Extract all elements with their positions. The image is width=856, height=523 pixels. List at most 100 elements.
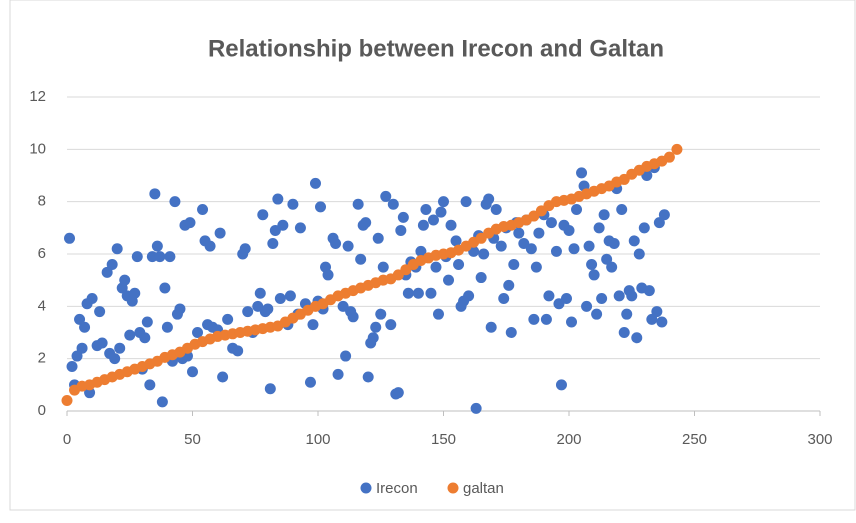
point xyxy=(490,204,502,216)
point xyxy=(631,332,643,344)
point xyxy=(322,269,334,281)
point xyxy=(540,313,552,325)
point xyxy=(154,251,166,263)
point xyxy=(566,316,578,328)
point xyxy=(340,350,352,362)
y-tick-label: 12 xyxy=(29,88,46,105)
point xyxy=(392,387,404,399)
point xyxy=(425,287,437,299)
point xyxy=(606,261,618,273)
point xyxy=(658,209,670,221)
point xyxy=(79,321,91,333)
point xyxy=(61,395,73,407)
x-tick-label: 250 xyxy=(682,431,707,448)
x-tick-label: 0 xyxy=(63,431,71,448)
point xyxy=(656,316,668,328)
point xyxy=(380,190,392,202)
point xyxy=(342,240,354,252)
point xyxy=(71,350,83,362)
point xyxy=(402,287,414,299)
point xyxy=(550,245,562,257)
point xyxy=(485,321,497,333)
point xyxy=(616,204,628,216)
point xyxy=(367,332,379,344)
point xyxy=(505,327,517,338)
point xyxy=(309,177,321,189)
point xyxy=(478,248,490,260)
point xyxy=(671,143,683,155)
point xyxy=(613,290,625,302)
x-tick-label: 200 xyxy=(556,431,581,448)
point xyxy=(646,313,658,325)
point xyxy=(355,253,367,265)
point xyxy=(96,337,108,349)
point xyxy=(395,224,407,236)
point xyxy=(109,353,121,365)
point xyxy=(197,204,209,216)
y-tick-label: 8 xyxy=(38,193,46,210)
point xyxy=(601,253,613,265)
point xyxy=(304,376,316,388)
point xyxy=(643,285,655,297)
point xyxy=(571,204,583,216)
point xyxy=(149,188,161,200)
point xyxy=(277,219,289,231)
y-tick-label: 0 xyxy=(38,402,46,419)
point xyxy=(204,240,216,252)
point xyxy=(663,151,675,163)
x-tick-label: 150 xyxy=(431,431,456,448)
point xyxy=(377,261,389,273)
y-tick-label: 2 xyxy=(38,350,46,367)
point xyxy=(412,287,424,299)
point xyxy=(653,217,665,229)
point xyxy=(435,206,447,218)
point xyxy=(370,321,382,333)
point xyxy=(222,313,234,325)
point xyxy=(596,292,608,304)
point xyxy=(628,235,640,247)
point xyxy=(576,167,588,179)
point xyxy=(460,196,472,208)
point xyxy=(74,313,86,325)
point xyxy=(307,319,319,331)
point xyxy=(498,292,510,304)
point xyxy=(106,258,118,270)
point xyxy=(174,303,186,315)
point xyxy=(528,313,540,325)
point xyxy=(638,222,650,234)
point xyxy=(124,329,136,341)
point xyxy=(217,371,229,383)
point xyxy=(651,306,663,318)
point xyxy=(254,287,266,299)
point xyxy=(583,240,595,252)
point xyxy=(513,227,525,239)
point xyxy=(420,204,432,216)
point xyxy=(593,222,605,234)
point xyxy=(330,238,342,250)
point xyxy=(315,201,327,213)
point xyxy=(633,248,645,260)
point xyxy=(214,227,226,239)
legend-marker xyxy=(447,482,459,494)
point xyxy=(101,266,113,278)
point xyxy=(294,222,306,234)
legend-marker xyxy=(360,482,372,494)
point xyxy=(608,238,620,250)
point xyxy=(450,235,462,247)
point xyxy=(242,306,254,318)
point xyxy=(159,282,171,294)
point xyxy=(151,240,163,252)
point xyxy=(560,292,572,304)
point xyxy=(445,219,457,231)
point xyxy=(430,261,442,273)
point xyxy=(84,387,96,399)
point xyxy=(169,196,181,208)
point xyxy=(347,311,359,323)
point xyxy=(626,290,638,302)
chart-title: Relationship between Irecon and Galtan xyxy=(208,35,664,62)
point xyxy=(131,251,143,263)
x-tick-label: 100 xyxy=(305,431,330,448)
point xyxy=(533,227,545,239)
point xyxy=(239,243,251,255)
point xyxy=(385,319,397,331)
